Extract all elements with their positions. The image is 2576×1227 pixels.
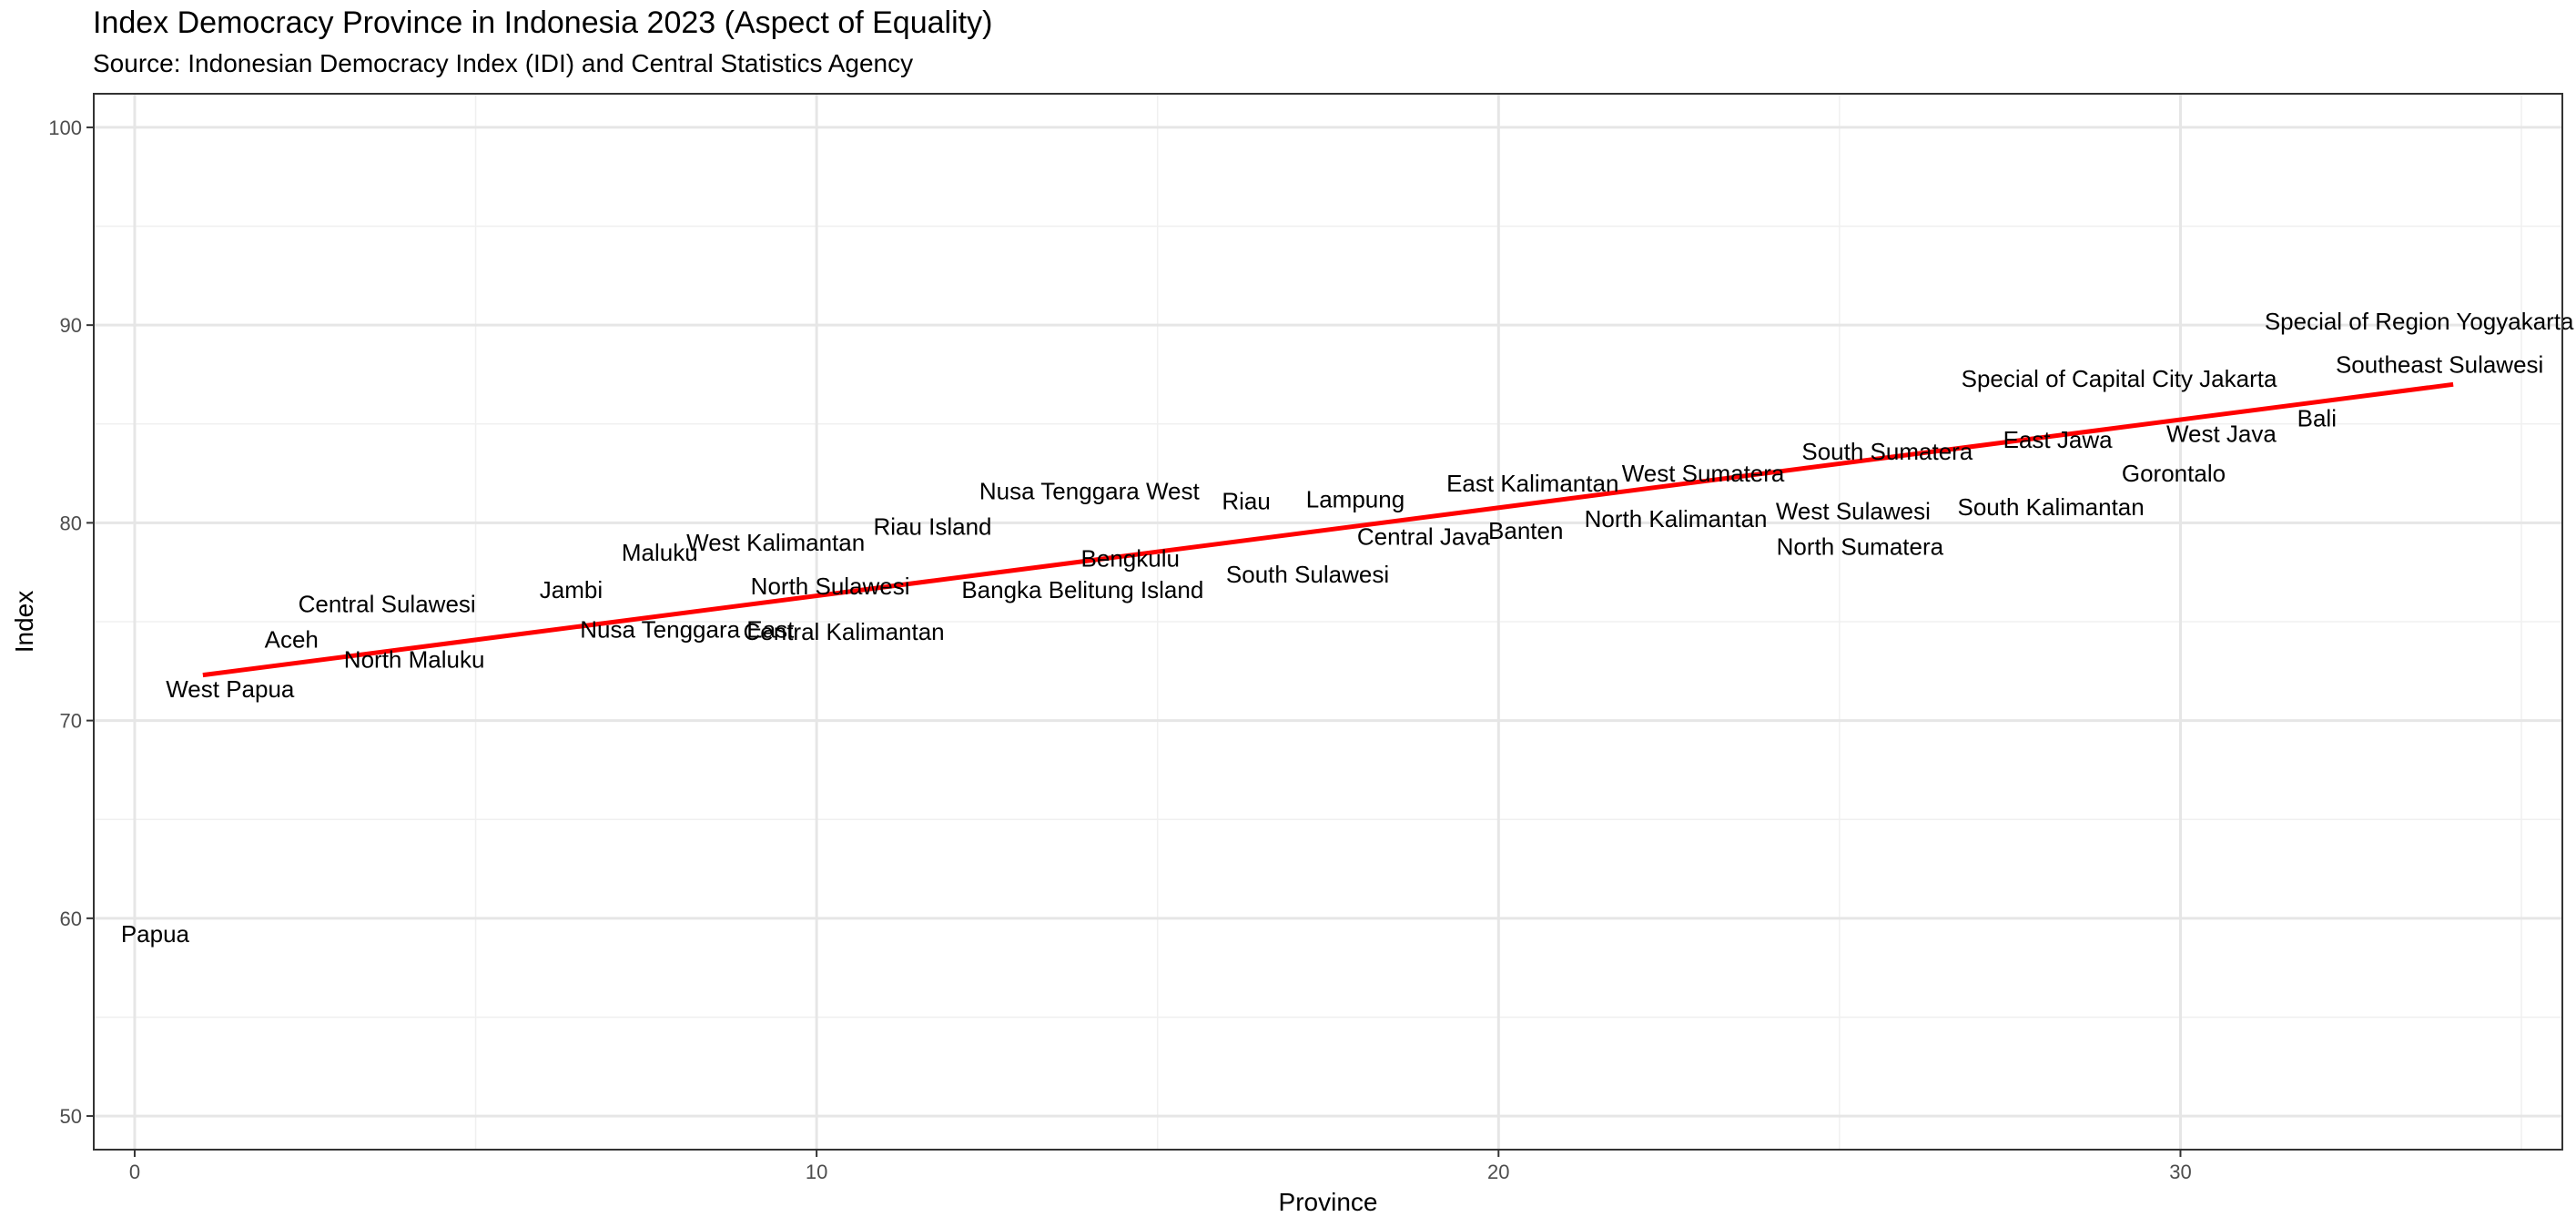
panel-border [93,93,2563,1151]
point-label: Nusa Tenggara East [580,616,795,644]
point-label: North Sulawesi [751,573,910,600]
x-tick-label: 20 [1487,1161,1509,1183]
point-label: West Sumatera [1622,460,1785,487]
point-label: Nusa Tenggara West [979,478,1201,505]
point-label: Special of Capital City Jakarta [1962,365,2277,392]
chart-subtitle: Source: Indonesian Democracy Index (IDI)… [93,49,914,77]
point-label: Bangka Belitung Island [961,576,1203,603]
y-tick-label: 60 [60,908,82,930]
point-label: Central Java [1357,523,1490,551]
point-label: Bengkulu [1081,544,1180,572]
y-tick-label: 50 [60,1105,82,1128]
label-layer: Papua West Papua Aceh North Maluku Central S… [121,308,2574,948]
point-label: Gorontalo [2122,460,2226,487]
point-label: North Sumatera [1777,532,1944,560]
point-label: West Java [2166,421,2277,448]
chart-title: Index Democracy Province in Indonesia 20… [93,5,993,40]
y-tick-label: 70 [60,710,82,733]
axes-layer: 0 10 20 30 50 60 70 80 90 100 [48,117,2191,1183]
point-label: South Sulawesi [1226,561,1389,588]
point-label: Riau Island [873,513,991,541]
point-label: East Kalimantan [1446,470,1618,497]
point-label: North Kalimantan [1585,505,1768,532]
point-label: Riau [1222,487,1270,514]
point-label: Southeast Sulawesi [2336,351,2543,379]
point-label: Maluku [622,539,698,566]
point-label: East Jawa [2003,426,2113,453]
point-label: Papua [121,920,190,948]
y-axis-title: Index [10,591,38,654]
trend-line [202,381,2454,678]
x-tick-label: 10 [806,1161,827,1183]
x-axis-title: Province [1279,1188,1378,1216]
x-tick-label: 0 [129,1161,140,1183]
y-tick-label: 100 [48,117,82,139]
y-tick-label: 90 [60,314,82,337]
point-label: Banten [1488,517,1563,544]
point-label: Aceh [265,626,319,654]
x-tick-label: 30 [2169,1161,2191,1183]
grid-lines [94,94,2562,1150]
point-label: Central Sulawesi [299,590,476,617]
point-label: West Papua [166,675,295,703]
point-label: Special of Region Yogyakarta [2265,308,2574,335]
point-label: Jambi [540,576,603,603]
point-label: Central Kalimantan [744,618,945,645]
point-label: South Sumatera [1801,438,1973,465]
point-label: Bali [2297,404,2337,431]
trend-layer [202,381,2454,678]
y-tick-label: 80 [60,512,82,534]
point-label: South Kalimantan [1957,493,2144,521]
point-label: West Sulawesi [1776,497,1931,524]
point-label: North Maluku [344,645,485,673]
point-label: West Kalimantan [686,529,865,556]
point-label: Lampung [1306,485,1405,512]
